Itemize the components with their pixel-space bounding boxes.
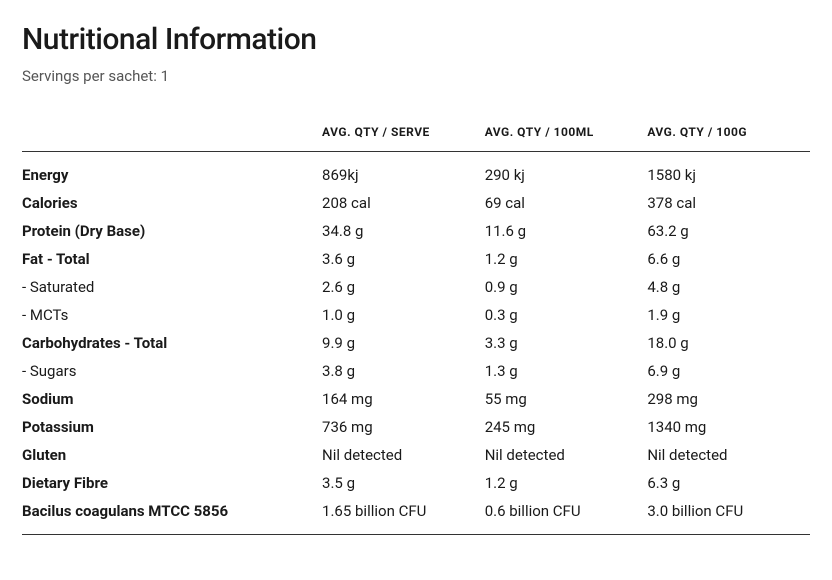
row-label: Calories bbox=[22, 189, 322, 217]
row-100g: 1.9 g bbox=[647, 301, 810, 329]
row-100g: 63.2 g bbox=[647, 217, 810, 245]
table-row: Fat - Total3.6 g1.2 g6.6 g bbox=[22, 245, 810, 273]
row-100g: 298 mg bbox=[647, 385, 810, 413]
row-serve: 2.6 g bbox=[322, 273, 485, 301]
row-100ml: 3.3 g bbox=[485, 329, 648, 357]
row-serve: 3.5 g bbox=[322, 469, 485, 497]
col-serve: AVG. QTY / SERVE bbox=[322, 113, 485, 152]
row-label: - MCTs bbox=[22, 301, 322, 329]
row-100g: 1340 mg bbox=[647, 413, 810, 441]
row-label: Carbohydrates - Total bbox=[22, 329, 322, 357]
table-row: Protein (Dry Base)34.8 g11.6 g63.2 g bbox=[22, 217, 810, 245]
table-header-row: AVG. QTY / SERVE AVG. QTY / 100ML AVG. Q… bbox=[22, 113, 810, 152]
row-100ml: 1.3 g bbox=[485, 357, 648, 385]
col-100g: AVG. QTY / 100G bbox=[647, 113, 810, 152]
row-100ml: 245 mg bbox=[485, 413, 648, 441]
row-serve: 736 mg bbox=[322, 413, 485, 441]
row-label: - Sugars bbox=[22, 357, 322, 385]
row-label: Fat - Total bbox=[22, 245, 322, 273]
row-100g: 6.9 g bbox=[647, 357, 810, 385]
row-serve: 9.9 g bbox=[322, 329, 485, 357]
table-row: GlutenNil detectedNil detectedNil detect… bbox=[22, 441, 810, 469]
row-100ml: 290 kj bbox=[485, 152, 648, 190]
table-row: Calories208 cal69 cal378 cal bbox=[22, 189, 810, 217]
row-serve: 1.0 g bbox=[322, 301, 485, 329]
row-serve: Nil detected bbox=[322, 441, 485, 469]
row-100ml: 0.6 billion CFU bbox=[485, 497, 648, 535]
row-100ml: 69 cal bbox=[485, 189, 648, 217]
row-serve: 208 cal bbox=[322, 189, 485, 217]
row-label: Energy bbox=[22, 152, 322, 190]
row-label: Bacilus coagulans MTCC 5856 bbox=[22, 497, 322, 535]
row-100ml: 1.2 g bbox=[485, 469, 648, 497]
row-100g: 1580 kj bbox=[647, 152, 810, 190]
row-100ml: 0.3 g bbox=[485, 301, 648, 329]
row-100g: Nil detected bbox=[647, 441, 810, 469]
row-100g: 6.6 g bbox=[647, 245, 810, 273]
table-row: - MCTs1.0 g0.3 g1.9 g bbox=[22, 301, 810, 329]
row-label: Gluten bbox=[22, 441, 322, 469]
row-label: Sodium bbox=[22, 385, 322, 413]
row-label: Potassium bbox=[22, 413, 322, 441]
table-row: Energy869kj290 kj1580 kj bbox=[22, 152, 810, 190]
row-100g: 18.0 g bbox=[647, 329, 810, 357]
row-100g: 6.3 g bbox=[647, 469, 810, 497]
row-serve: 164 mg bbox=[322, 385, 485, 413]
row-label: Protein (Dry Base) bbox=[22, 217, 322, 245]
col-100ml: AVG. QTY / 100ML bbox=[485, 113, 648, 152]
row-100ml: 55 mg bbox=[485, 385, 648, 413]
servings-subtitle: Servings per sachet: 1 bbox=[22, 67, 810, 85]
row-serve: 3.8 g bbox=[322, 357, 485, 385]
row-serve: 3.6 g bbox=[322, 245, 485, 273]
col-blank bbox=[22, 113, 322, 152]
row-label: - Saturated bbox=[22, 273, 322, 301]
row-100g: 378 cal bbox=[647, 189, 810, 217]
row-serve: 869kj bbox=[322, 152, 485, 190]
table-row: Bacilus coagulans MTCC 58561.65 billion … bbox=[22, 497, 810, 535]
table-row: - Sugars3.8 g1.3 g6.9 g bbox=[22, 357, 810, 385]
row-100ml: 0.9 g bbox=[485, 273, 648, 301]
row-100g: 4.8 g bbox=[647, 273, 810, 301]
row-100ml: Nil detected bbox=[485, 441, 648, 469]
row-100ml: 11.6 g bbox=[485, 217, 648, 245]
table-row: Carbohydrates - Total9.9 g3.3 g18.0 g bbox=[22, 329, 810, 357]
nutrition-table: AVG. QTY / SERVE AVG. QTY / 100ML AVG. Q… bbox=[22, 113, 810, 535]
table-row: Dietary Fibre3.5 g1.2 g6.3 g bbox=[22, 469, 810, 497]
row-serve: 1.65 billion CFU bbox=[322, 497, 485, 535]
page-title: Nutritional Information bbox=[22, 22, 810, 57]
row-100ml: 1.2 g bbox=[485, 245, 648, 273]
row-100g: 3.0 billion CFU bbox=[647, 497, 810, 535]
table-row: - Saturated2.6 g0.9 g4.8 g bbox=[22, 273, 810, 301]
table-row: Sodium164 mg55 mg298 mg bbox=[22, 385, 810, 413]
row-serve: 34.8 g bbox=[322, 217, 485, 245]
row-label: Dietary Fibre bbox=[22, 469, 322, 497]
table-row: Potassium736 mg245 mg1340 mg bbox=[22, 413, 810, 441]
